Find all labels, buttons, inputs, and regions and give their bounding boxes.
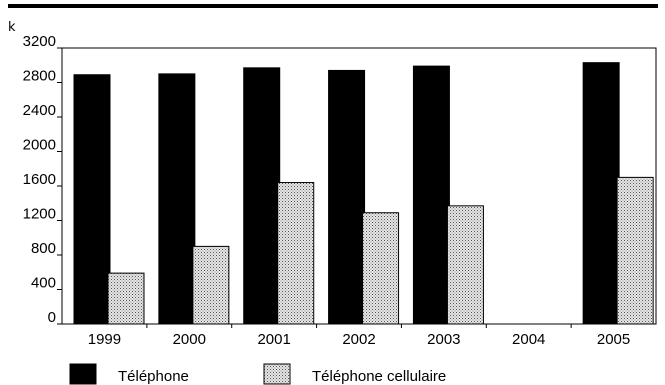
bar-telephone-2005 [582, 62, 620, 325]
legend: Téléphone Téléphone cellulaire [69, 363, 446, 385]
x-tick-label: 2002 [342, 331, 375, 348]
legend-swatch-cellular [263, 363, 291, 385]
bar-telephone-2001 [243, 67, 281, 325]
bar-cellular-2002 [362, 212, 400, 325]
legend-label-telephone: Téléphone [118, 368, 189, 385]
y-tick-label: 0 [48, 309, 56, 326]
y-axis-ticks: 0 400 800 1200 1600 2000 2400 2800 3200 [23, 33, 62, 326]
y-tick-label: 2800 [23, 68, 56, 85]
y-tick-label: 3200 [23, 33, 56, 50]
y-tick-label: 800 [31, 240, 56, 257]
bar-cellular-2003 [446, 205, 484, 325]
y-tick-label: 2400 [23, 102, 56, 119]
bar-cellular-1999 [107, 272, 145, 325]
x-tick-label: 1999 [88, 331, 121, 348]
bar-cellular-2000 [192, 245, 230, 325]
bar-cellular-2001 [277, 182, 315, 325]
y-tick-label: 1200 [23, 206, 56, 223]
legend-swatch-telephone [69, 363, 97, 385]
x-tick-label: 2001 [257, 331, 290, 348]
bars [73, 62, 654, 325]
legend-label-cellular: Téléphone cellulaire [312, 368, 446, 385]
x-tick-label: 2003 [427, 331, 460, 348]
bar-telephone-2002 [328, 69, 366, 325]
x-tick-label: 2004 [512, 331, 545, 348]
bar-cellular-2005 [616, 176, 654, 325]
y-axis-unit-label: k [8, 20, 16, 35]
y-tick-label: 1600 [23, 171, 56, 188]
bar-telephone-1999 [73, 74, 111, 325]
y-tick-label: 2000 [23, 137, 56, 154]
y-tick-label: 400 [31, 275, 56, 292]
x-tick-label: 2005 [597, 331, 630, 348]
top-rule [8, 4, 658, 8]
x-tick-label: 2000 [173, 331, 206, 348]
bar-telephone-2003 [412, 65, 450, 325]
x-axis-ticks: 1999 2000 2001 2002 2003 2004 2005 [88, 324, 630, 348]
bar-telephone-2000 [158, 73, 196, 325]
